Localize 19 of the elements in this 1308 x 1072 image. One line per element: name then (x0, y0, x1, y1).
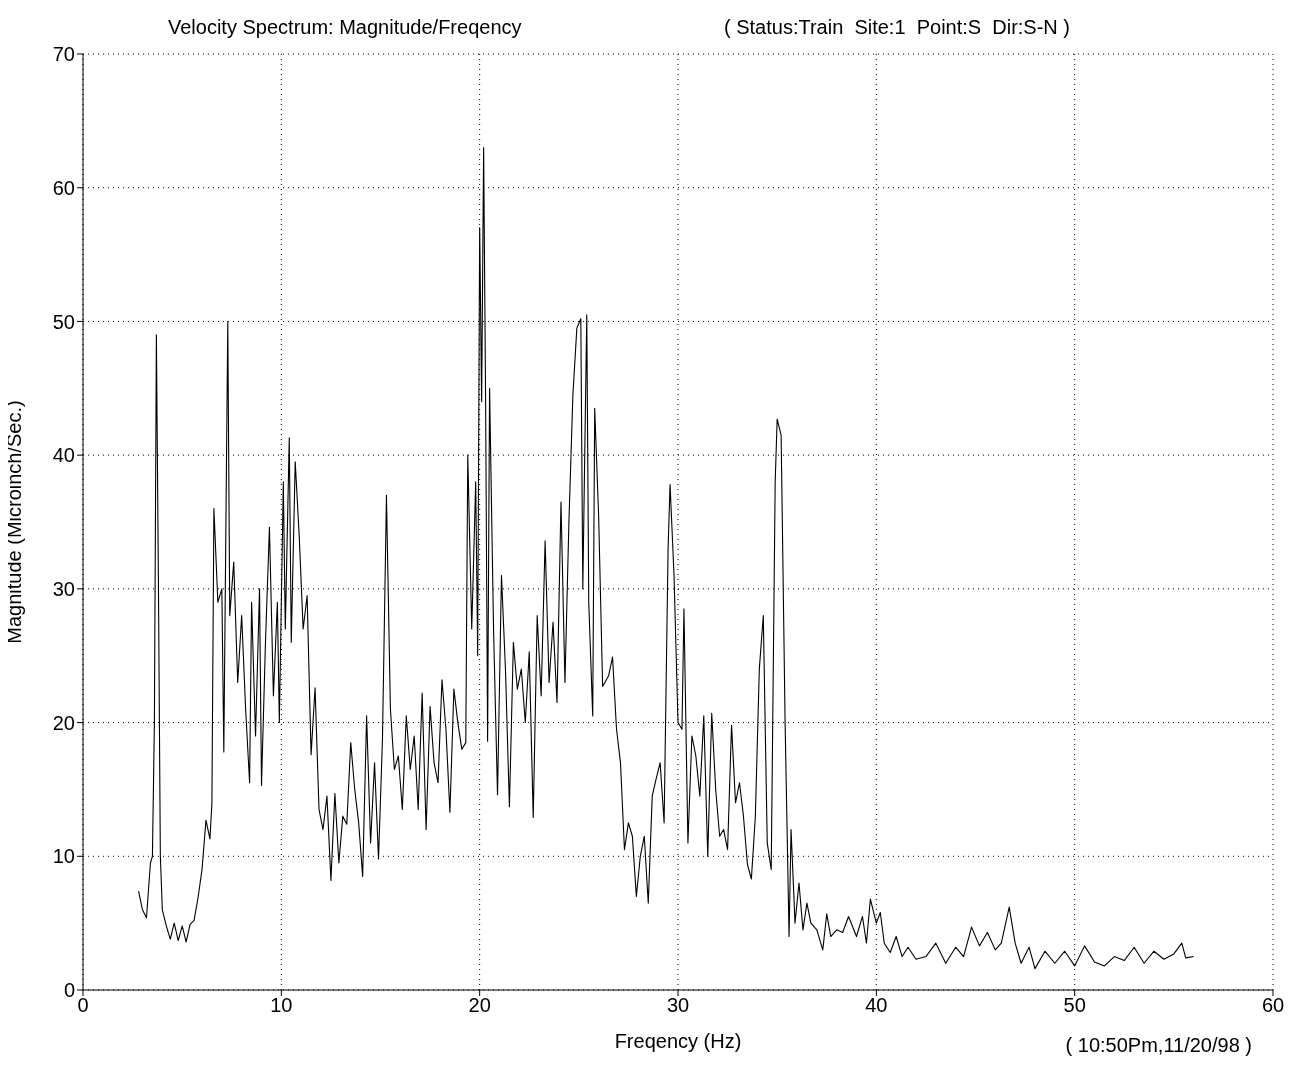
text: ( 10:50Pm,11/20/98 ) (1065, 1034, 1252, 1057)
y-tick-label: 30 (52, 577, 75, 600)
y-tick-label: 10 (52, 845, 75, 868)
x-tick-label: 40 (865, 994, 888, 1017)
x-tick-label: 30 (666, 994, 690, 1017)
chart-subtitle: ( Status:Train Site:1 Point:S Dir:S-N ) (724, 16, 1071, 39)
chart-title: Velocity Spectrum: Magnitude/Freqency (168, 16, 522, 39)
y-tick-label: 60 (52, 176, 75, 199)
x-tick-label: 20 (468, 994, 491, 1017)
x-tick-label: 10 (270, 994, 293, 1017)
x-axis-title: Freqency (Hz) (614, 1030, 742, 1052)
x-tick-label: 50 (1063, 994, 1086, 1017)
y-tick-label: 0 (63, 979, 75, 1002)
x-tick-label: 0 (77, 994, 89, 1017)
y-tick-label: 20 (52, 711, 75, 734)
y-tick-label: 40 (52, 444, 75, 467)
x-tick-label: 60 (1261, 994, 1285, 1017)
y-tick-label: 50 (52, 310, 75, 333)
y-tick-label: 70 (52, 43, 75, 66)
